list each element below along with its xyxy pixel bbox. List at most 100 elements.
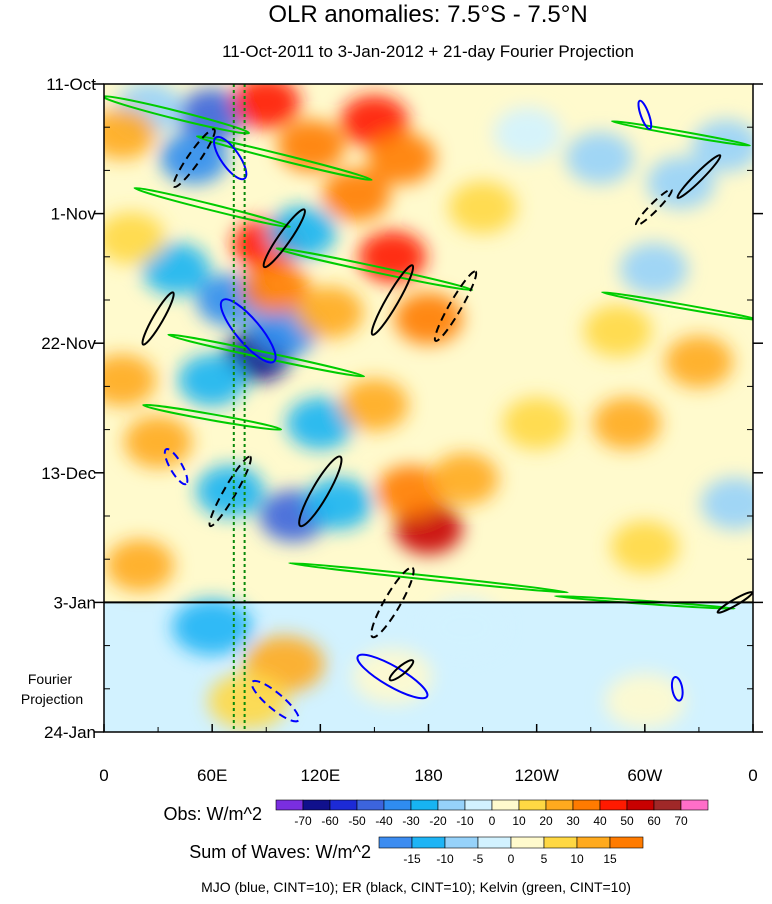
wave-legend-footer: MJO (blue, CINT=10); ER (black, CINT=10)…	[201, 879, 631, 895]
anomaly-blob	[664, 335, 733, 388]
y-tick-label: 24-Jan	[44, 723, 96, 742]
er-contour	[634, 188, 673, 227]
colorbar-tick-label: -50	[348, 814, 366, 828]
colorbar-cell	[302, 799, 331, 811]
colorbar-tick-label: 60	[647, 814, 661, 828]
wave-blob	[352, 648, 433, 705]
anomaly-blob	[104, 107, 157, 160]
colorbar-cell	[491, 799, 520, 811]
kelvin-contour	[554, 594, 736, 610]
wave-blob	[604, 673, 685, 730]
anomaly-blob	[104, 354, 157, 407]
mjo-contour	[637, 99, 653, 131]
anomaly-blob	[277, 119, 346, 172]
kelvin-contour	[167, 333, 366, 378]
x-tick-label: 120W	[514, 766, 558, 785]
anomaly-blob	[232, 84, 301, 129]
colorbar-tick-label: 10	[512, 814, 526, 828]
er-contour	[298, 455, 343, 528]
colorbar-tick-label: 5	[541, 852, 548, 866]
colorbar-tick-label: 0	[489, 814, 496, 828]
colorbar-cell	[510, 836, 545, 849]
anomaly-blob	[592, 397, 661, 450]
x-tick-label: 60E	[197, 766, 227, 785]
colorbar-cell	[444, 836, 479, 849]
forecast-label: Fourier Projection	[21, 671, 83, 707]
anomaly-blob	[106, 539, 175, 592]
colorbar-cell	[437, 799, 466, 811]
colorbar-tick-label: 50	[620, 814, 634, 828]
colorbar-tick-label: -10	[456, 814, 474, 828]
colorbar-cell	[626, 799, 655, 811]
colorbar-tick-label: -5	[473, 852, 484, 866]
wave-blob	[208, 673, 289, 730]
er-contour	[208, 455, 252, 528]
y-tick-label: 3-Jan	[53, 593, 96, 612]
y-tick-label: 22-Nov	[41, 334, 96, 353]
colorbar-cell	[464, 799, 493, 811]
chart-subtitle: 11-Oct-2011 to 3-Jan-2012 + 21-day Fouri…	[222, 42, 634, 61]
colorbar-tick-label: -60	[321, 814, 339, 828]
colorbar-tick-label: 30	[566, 814, 580, 828]
kelvin-contour	[133, 186, 291, 229]
mjo-contour	[670, 675, 684, 702]
er-contour	[370, 264, 415, 336]
y-tick-label: 1-Nov	[51, 205, 97, 224]
anomaly-blob	[241, 261, 310, 314]
mjo-contour	[213, 135, 248, 181]
kelvin-contour	[275, 247, 474, 292]
anomaly-blob	[268, 206, 337, 259]
colorbar-cell	[378, 836, 413, 849]
anomaly-blob	[376, 465, 445, 518]
anomaly-blob	[142, 243, 211, 296]
wave-blob	[172, 599, 253, 656]
plot-area	[104, 84, 753, 732]
x-tick-label: 180	[414, 766, 442, 785]
er-contour	[141, 291, 175, 346]
colorbar-cell	[275, 799, 304, 811]
colorbar-cell	[477, 836, 512, 849]
kelvin-contour	[288, 561, 569, 594]
anomaly-blob	[286, 397, 355, 450]
colorbar-tick-label: 70	[674, 814, 688, 828]
colorbar-tick-label: 40	[593, 814, 607, 828]
colorbar-cell	[609, 836, 644, 849]
colorbar-tick-label: 0	[508, 852, 515, 866]
anomaly-blob	[322, 169, 391, 222]
colorbar-cell	[543, 836, 578, 849]
anomaly-blob	[178, 88, 247, 141]
colorbar-cell	[576, 836, 611, 849]
y-tick-label: 13-Dec	[41, 464, 96, 483]
colorbar-cell	[411, 836, 446, 849]
colorbar-obs: Obs: W/m^2 -70 -60 -50 -40 -30 -20 -10 0 10 20 30 40…	[164, 799, 709, 828]
colorbar-tick-label: 15	[603, 852, 617, 866]
anomaly-blob	[700, 477, 753, 530]
y-tick-label: 11-Oct	[46, 75, 96, 94]
x-tick-label: 0	[99, 766, 108, 785]
x-tick-label: 60W	[627, 766, 662, 785]
colorbar-cell	[545, 799, 574, 811]
kelvin-contour	[195, 135, 373, 182]
anomaly-blob	[124, 415, 193, 468]
anomaly-blob	[502, 397, 571, 450]
colorbar-tick-label: -10	[436, 852, 454, 866]
kelvin-contour	[104, 95, 250, 135]
anomaly-blob	[358, 230, 427, 283]
colorbar-tick-label: -40	[375, 814, 393, 828]
colorbar-cell	[572, 799, 601, 811]
kelvin-contour	[610, 120, 751, 147]
er-contour	[388, 659, 415, 682]
er-contour	[433, 270, 478, 342]
colorbar-tick-label: -70	[294, 814, 312, 828]
colorbar-cell	[518, 799, 547, 811]
anomaly-blob	[583, 304, 652, 357]
colorbar-tick-label: 10	[570, 852, 584, 866]
anomaly-blob	[610, 520, 679, 573]
colorbar-cell	[329, 799, 358, 811]
colorbar-cell	[653, 799, 682, 811]
kelvin-contour	[142, 403, 283, 431]
anomaly-blob	[646, 156, 715, 209]
mjo-contour	[163, 448, 189, 486]
anomaly-blob	[178, 354, 247, 407]
